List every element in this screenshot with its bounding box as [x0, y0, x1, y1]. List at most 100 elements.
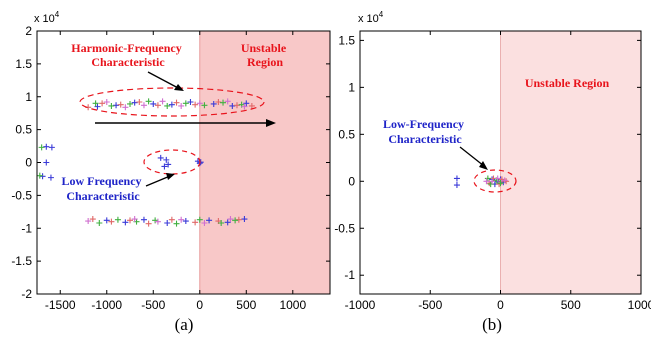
panel-a-xtick-label: -1500	[45, 298, 76, 312]
panel-a-point-s0	[229, 102, 236, 109]
panel-a-unstable-label-line1: Unstable	[241, 41, 287, 55]
panel-b-point-s1	[498, 176, 505, 183]
panel-a-low-ellipse	[143, 149, 201, 175]
panel-a-low-label-line2: Characteristic	[66, 189, 140, 203]
panel-a-xtick-label: -500	[141, 298, 165, 312]
panel-a-unstable-label-line2: Region	[247, 55, 283, 69]
panel-a-ytick-label: -1.5	[11, 254, 32, 268]
panel-a-point-s1	[215, 99, 222, 106]
panel-a-xtick-label: 0	[196, 298, 203, 312]
panel-a-point-s0	[161, 163, 168, 170]
panel-b-point-s3	[483, 178, 490, 185]
panel-a-point-s2	[196, 216, 203, 223]
panel-a-point-s2	[182, 100, 189, 107]
panel-a-point-s1	[233, 102, 240, 109]
panel-a-point-s0	[140, 216, 147, 223]
panel-a-point-s3	[131, 216, 138, 223]
panel-a-point-s0	[182, 218, 189, 225]
panel-a-low-arrowhead	[166, 173, 175, 180]
panel-a-point-s2	[92, 100, 99, 107]
panel-b-unstable-label: Unstable Region	[525, 76, 610, 90]
panel-b-ytick-label: 0	[348, 174, 355, 188]
panel-a-xtick-label: 1000	[279, 298, 306, 312]
panel-a-point-s1	[117, 101, 124, 108]
panel-a-ytick-label: -2	[21, 287, 32, 301]
panel-a-unstable-region	[199, 30, 331, 295]
panel-b-low-arrowhead	[479, 161, 488, 170]
panel-a-point-s0	[150, 100, 157, 107]
panel-a-point-s0	[113, 102, 120, 109]
panel-a-point-s0	[187, 99, 194, 106]
panel-b-caption: (b)	[482, 315, 502, 334]
panel-a-ytick-label: 1	[25, 90, 32, 104]
panel-b: Low-Frequency Characteristic Unstable Re…	[334, 10, 651, 334]
panel-b-xtick-label: 0	[497, 298, 504, 312]
panel-b-xtick-label: 500	[561, 298, 581, 312]
panel-a-point-s1	[108, 218, 115, 225]
panel-b-exponent-base: x 10	[358, 13, 379, 25]
panel-a-points	[36, 98, 255, 227]
panel-a-harmonic-ellipse	[79, 87, 265, 117]
panel-a: Harmonic-Frequency Characteristic Low Fr…	[11, 10, 331, 334]
panel-a-point-s1	[145, 220, 152, 227]
panel-a-point-s0	[94, 103, 101, 110]
panel-a-low-label-line1: Low Frequency	[61, 174, 141, 188]
panel-a-point-s3	[227, 216, 234, 223]
panel-a-point-s2	[152, 217, 159, 224]
panel-a-point-s1	[89, 216, 96, 223]
panel-a-point-s3	[140, 102, 147, 109]
panel-a-point-s0	[39, 173, 46, 180]
panel-b-low-arrow	[459, 146, 485, 167]
panel-b-point-s3	[494, 175, 501, 182]
panel-b-point-s2	[497, 180, 504, 187]
panel-b-low-label-line1: Low-Frequency	[383, 117, 464, 131]
panel-a-point-s3	[122, 104, 129, 111]
panel-a-point-s0	[210, 100, 217, 107]
panel-a-point-s2	[164, 102, 171, 109]
panel-a-point-s3	[159, 98, 166, 105]
panel-a-point-s2	[145, 98, 152, 105]
panel-b-ytick-label: -1	[344, 268, 355, 282]
panel-b-exponent-power: 4	[379, 10, 384, 19]
panel-a-point-s2	[201, 102, 208, 109]
panel-b-low-ellipse	[473, 169, 517, 193]
panel-a-point-s3	[224, 98, 231, 105]
panel-b-yticks: -1 -0.5 0 0.5 1 1.5	[334, 33, 641, 282]
panel-a-point-s1	[136, 99, 143, 106]
panel-a-point-s1	[192, 219, 199, 226]
panel-a-ytick-label: 2	[25, 24, 32, 38]
panel-b-xticks: -1000 -500 0 500 1000	[345, 31, 651, 312]
panel-a-point-s1	[248, 102, 255, 109]
panel-b-point-s0	[453, 175, 460, 182]
panel-a-exponent-power: 4	[55, 10, 60, 19]
panel-b-xtick-label: -1000	[345, 298, 376, 312]
panel-a-shift-arrowhead	[266, 119, 276, 127]
panel-b-xtick-label: -500	[418, 298, 442, 312]
panel-a-point-s0	[43, 159, 50, 166]
panel-a-point-s0	[224, 219, 231, 226]
panel-a-point-s1	[127, 217, 134, 224]
panel-a-harmonic-label: Harmonic-Frequency Characteristic	[71, 41, 184, 69]
panel-b-point-s1	[496, 181, 503, 188]
panel-a-ytick-label: -0.5	[11, 188, 32, 202]
panel-b-point-s2	[484, 175, 491, 182]
panel-b-exponent: x 104	[358, 10, 384, 25]
panel-b-point-s1	[503, 178, 510, 185]
panel-a-point-s1	[192, 101, 199, 108]
panel-a-ytick-label: 0.5	[15, 123, 32, 137]
panel-a-point-s2	[38, 144, 45, 151]
panel-a-yticks: -2 -1.5 -1 -0.5 0 0.5 1 1.5 2	[11, 24, 330, 301]
panel-b-point-s3	[501, 177, 508, 184]
panel-a-point-s2	[96, 219, 103, 226]
panel-a-harmonic-arrow	[147, 71, 181, 90]
panel-a-harmonic-arrowhead	[174, 84, 184, 91]
panel-a-point-s0	[168, 101, 175, 108]
panel-b-low-label: Low-Frequency Characteristic	[383, 117, 467, 146]
panel-b-low-label-line2: Characteristic	[388, 132, 462, 146]
panel-a-point-s3	[196, 100, 203, 107]
panel-a-point-s2	[127, 100, 134, 107]
panel-a-point-s2	[173, 220, 180, 227]
panel-a-unstable-label: Unstable Region	[241, 41, 289, 69]
panel-a-point-s2	[218, 219, 225, 226]
